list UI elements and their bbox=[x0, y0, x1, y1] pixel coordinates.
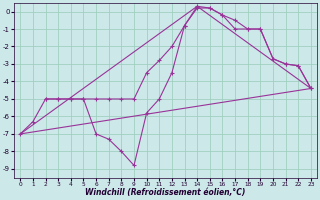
X-axis label: Windchill (Refroidissement éolien,°C): Windchill (Refroidissement éolien,°C) bbox=[85, 188, 246, 197]
